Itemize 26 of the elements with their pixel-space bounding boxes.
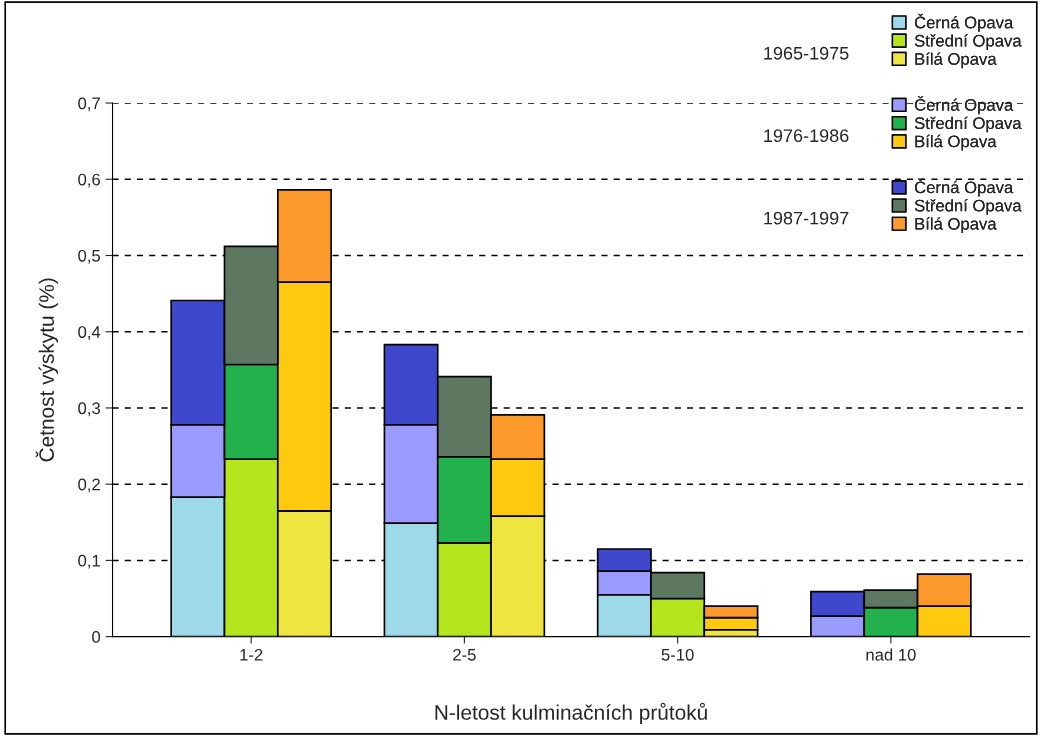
legend-label: Střední Opava xyxy=(914,34,1022,50)
y-tick-label: 0 xyxy=(92,631,101,643)
y-tick-label: 0,3 xyxy=(78,402,100,417)
x-tick-label: nad 10 xyxy=(866,648,916,661)
legend-label: Černá Opava xyxy=(914,96,1014,115)
legend-label: Bílá Opava xyxy=(915,134,997,151)
legend-label: Černá Opava xyxy=(914,178,1014,197)
text: 1965-1975 xyxy=(764,46,849,60)
y-tick-label: 0,7 xyxy=(78,97,100,112)
x-tick-label: 1-2 xyxy=(240,648,263,661)
legend-label: Černá Opava xyxy=(914,13,1014,32)
y-tick-label: 0,6 xyxy=(78,173,100,188)
legend-label: Střední Opava xyxy=(914,116,1022,133)
legend-label: Bílá Opava xyxy=(915,52,997,69)
y-tick-label: 0,4 xyxy=(78,326,101,340)
legend-label: Střední Opava xyxy=(914,199,1022,215)
legend-label: Bílá Opava xyxy=(915,217,997,234)
y-tick-label: 0,1 xyxy=(78,554,100,569)
y-tick-label: 0,5 xyxy=(78,249,101,264)
y-axis-title: Četnost výskytu (%) xyxy=(35,278,59,462)
annotation: 1976-1986 xyxy=(764,129,849,143)
y-tick-label: 0,2 xyxy=(78,478,100,493)
x-axis-title: N-letost kulminačních průtoků xyxy=(435,702,707,724)
x-tick-label: 2-5 xyxy=(453,648,476,661)
x-tick-label: 5-10 xyxy=(661,648,694,661)
annotation: 1987-1997 xyxy=(764,211,849,225)
